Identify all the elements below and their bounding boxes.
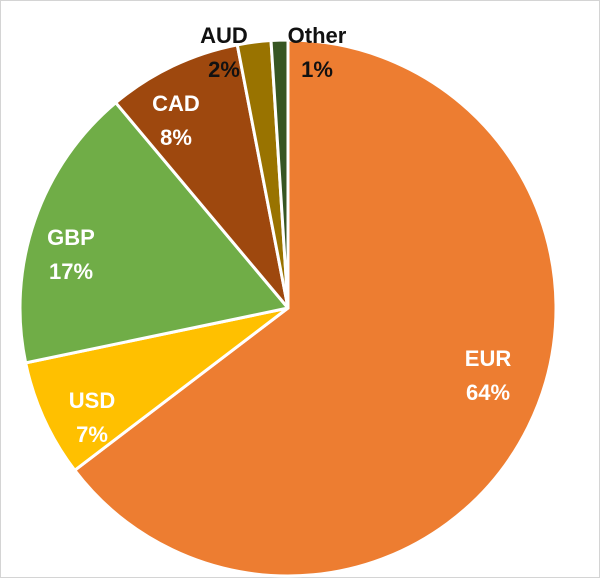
data-label-eur: EUR 64% [465, 346, 512, 405]
percent-label-other: 1% [301, 57, 333, 82]
category-label-eur: EUR [465, 346, 512, 371]
data-label-other: Other 1% [288, 23, 347, 82]
pie-slice-cad [114, 43, 290, 310]
percent-label-usd: 7% [76, 422, 108, 447]
data-label-usd: USD 7% [69, 388, 115, 447]
pie-slice-usd [24, 306, 290, 472]
data-label-aud: AUD 2% [200, 23, 248, 82]
pie-slice-other [269, 38, 290, 310]
pie-slices [18, 38, 558, 578]
data-label-cad: CAD 8% [152, 91, 200, 150]
category-label-gbp: GBP [47, 225, 95, 250]
pie-labels: EUR 64% USD 7% GBP 17% CAD 8% AUD 2% Other 1% [47, 23, 511, 447]
category-label-cad: CAD [152, 91, 200, 116]
pie-slice-eur [73, 38, 558, 578]
category-label-other: Other [288, 23, 347, 48]
category-label-aud: AUD [200, 23, 248, 48]
percent-label-gbp: 17% [49, 259, 93, 284]
percent-label-cad: 8% [160, 125, 192, 150]
percent-label-aud: 2% [208, 57, 240, 82]
category-label-usd: USD [69, 388, 115, 413]
data-label-gbp: GBP 17% [47, 225, 95, 284]
percent-label-eur: 64% [466, 380, 510, 405]
pie-slice-gbp [18, 101, 290, 365]
